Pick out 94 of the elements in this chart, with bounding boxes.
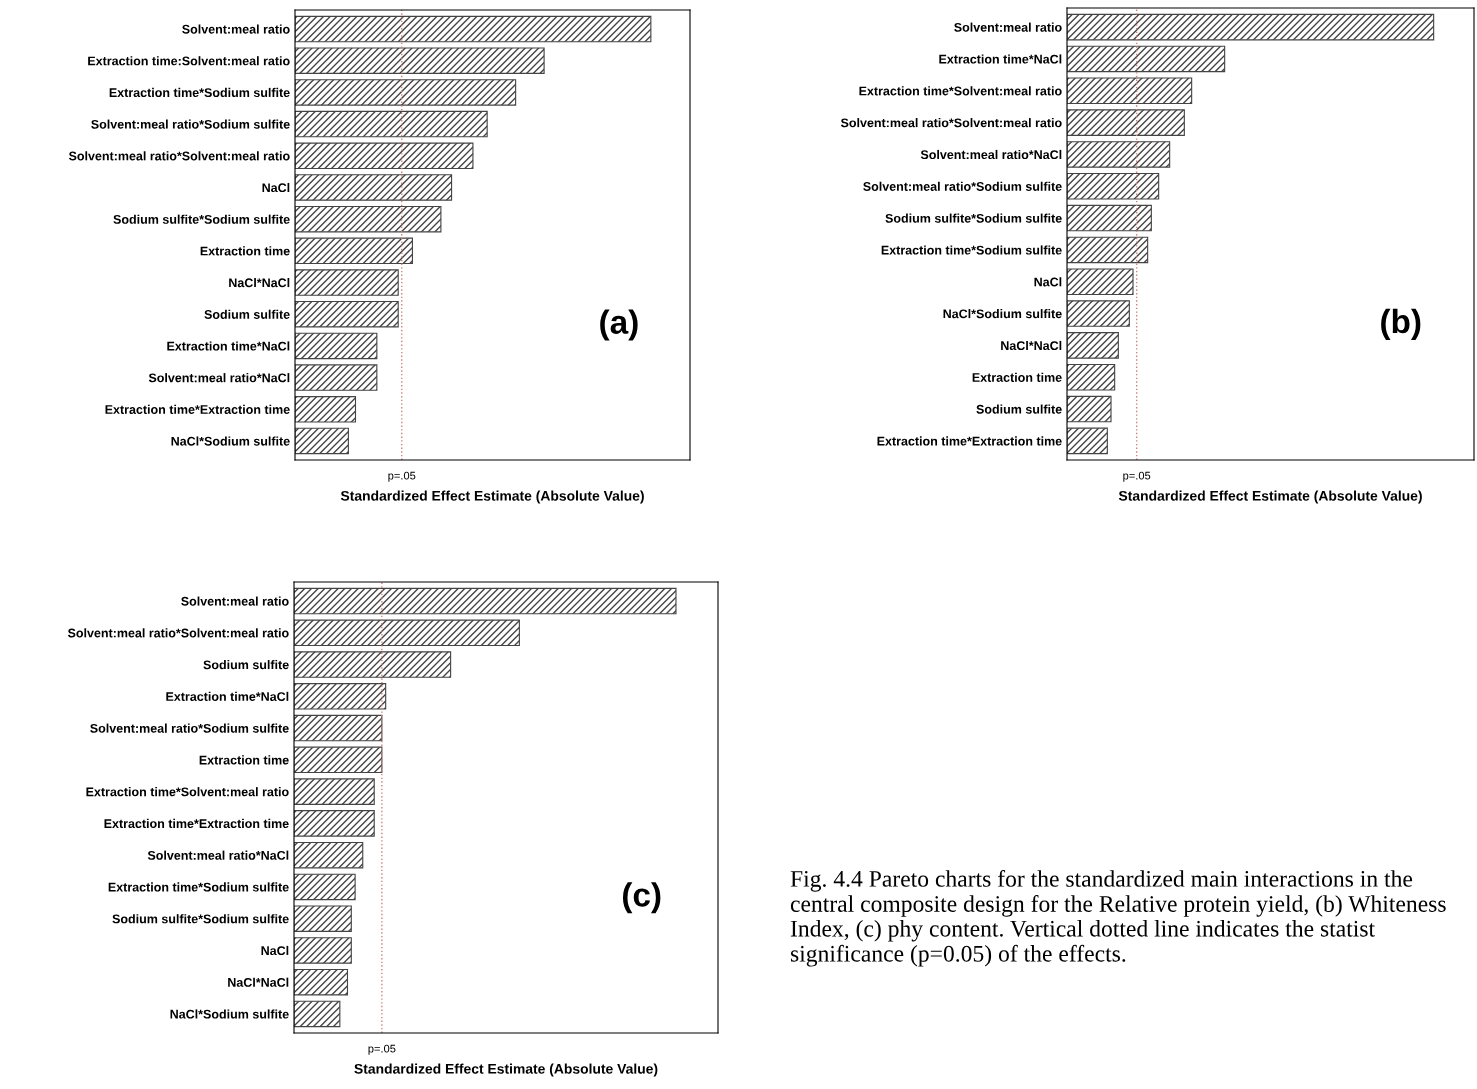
bar [294, 937, 352, 964]
y-tick-label: Sodium sulfite [976, 404, 1062, 414]
caption: Fig. 4.4 Pareto charts for the standardized main interactions in the central composite design for the Relative protein yield, (b) Whiteness Index, (c) phy content. Vertical dotted line indicates the statist significance (p=0.05) of the effects. [790, 870, 1446, 967]
y-tick-label: Extraction time [972, 372, 1062, 382]
y-tick-label: Solvent:meal ratio*Sodium sulfite [91, 119, 290, 129]
bar [295, 332, 378, 360]
bar [295, 427, 349, 455]
bar [1067, 172, 1160, 200]
bar [1067, 109, 1185, 136]
y-tick-label: Extraction time*Sodium sulfite [881, 245, 1062, 255]
y-tick-label: Extraction time*NaCl [166, 691, 289, 701]
y-tick-label: Extraction time*NaCl [939, 54, 1062, 64]
bar [1067, 332, 1119, 359]
bar [294, 746, 383, 774]
y-tick-label: NaCl*NaCl [228, 977, 289, 987]
y-tick-label: NaCl*NaCl [1001, 340, 1062, 351]
y-tick-label: NaCl*Sodium sulfite [171, 436, 290, 446]
bar [294, 841, 364, 869]
bar [1067, 395, 1112, 423]
bar [1067, 13, 1435, 41]
ref-line-label: p=.05 [388, 471, 416, 482]
ref-line-label: p=.05 [368, 1044, 396, 1055]
bar [1067, 300, 1130, 327]
y-tick-label: Sodium sulfite*Sodium sulfite [885, 213, 1062, 223]
y-tick-label: Solvent:meal ratio*NaCl [147, 850, 289, 860]
y-tick-label: NaCl*Sodium sulfite [170, 1009, 289, 1019]
bar [1067, 268, 1134, 296]
bar [1067, 45, 1226, 73]
bar [1067, 77, 1193, 105]
bar [295, 205, 442, 233]
y-tick-label: Extraction time*Solvent:meal ratio [859, 86, 1062, 96]
bar [295, 269, 399, 296]
y-tick-label: NaCl [262, 182, 290, 193]
bar [1067, 204, 1152, 232]
ref-line-label: p=.05 [1123, 471, 1151, 482]
annotation: (a) [600, 309, 638, 341]
annotation: (b) [1381, 308, 1421, 340]
y-tick-label: Extraction time*Extraction time [104, 818, 289, 829]
y-tick-label: Solvent:meal ratio*Sodium sulfite [90, 723, 289, 733]
y-tick-label: NaCl*Sodium sulfite [943, 309, 1062, 319]
y-tick-label: Solvent:meal ratio*NaCl [920, 149, 1062, 160]
y-tick-label: Solvent:meal ratio*Sodium sulfite [863, 181, 1062, 191]
y-tick-label: Extraction time*Extraction time [877, 436, 1062, 446]
y-tick-label: Extraction time:Solvent:meal ratio [88, 56, 290, 66]
bar [295, 142, 474, 170]
y-tick-label: NaCl [1034, 277, 1062, 287]
y-tick-label: NaCl*NaCl [229, 278, 290, 288]
annotation: (c) [622, 882, 661, 914]
y-tick-label: Sodium sulfite*Sodium sulfite [112, 914, 289, 924]
bar [294, 714, 383, 742]
bar [294, 651, 452, 678]
y-tick-label: NaCl [261, 945, 289, 956]
bar [294, 1000, 341, 1028]
bar [295, 15, 652, 43]
y-tick-label: Extraction time*NaCl [167, 341, 290, 351]
y-tick-label: Solvent:meal ratio*Solvent:meal ratio [67, 628, 289, 638]
bar [295, 47, 545, 74]
y-tick-label: Extraction time [200, 246, 290, 256]
bar [295, 300, 399, 328]
y-tick-label: Solvent:meal ratio [181, 596, 289, 606]
bar [294, 968, 349, 996]
y-tick-label: Sodium sulfite [203, 660, 289, 670]
y-tick-label: Sodium sulfite*Sodium sulfite [113, 214, 290, 224]
bar [294, 905, 352, 932]
y-tick-label: Solvent:meal ratio*Solvent:meal ratio [840, 118, 1062, 128]
x-axis-title: Standardized Effect Estimate (Absolute Value) [340, 490, 644, 504]
bar [294, 778, 375, 805]
y-tick-label: Solvent:meal ratio [954, 22, 1062, 32]
bar [295, 110, 488, 138]
y-tick-label: Solvent:meal ratio [182, 24, 290, 34]
bar [294, 619, 520, 647]
y-tick-label: Solvent:meal ratio*NaCl [148, 373, 290, 383]
y-tick-label: Extraction time*Solvent:meal ratio [86, 787, 289, 797]
bar [1067, 236, 1149, 264]
y-tick-label: Solvent:meal ratio*Solvent:meal ratio [68, 151, 290, 161]
x-axis-title: Standardized Effect Estimate (Absolute Value) [1118, 490, 1422, 504]
bar [1067, 427, 1108, 455]
bar [294, 587, 677, 615]
bar [1067, 363, 1116, 391]
y-tick-label: Extraction time*Sodium sulfite [109, 87, 290, 98]
bar [295, 237, 413, 265]
bar [295, 396, 357, 423]
bar [295, 364, 378, 391]
bar [295, 174, 453, 201]
bar [294, 873, 356, 901]
bar [294, 683, 387, 710]
x-axis-title: Standardized Effect Estimate (Absolute Value) [354, 1063, 658, 1077]
bar [295, 79, 517, 106]
y-tick-label: Extraction time [199, 755, 289, 765]
y-tick-label: Extraction time*Sodium sulfite [108, 882, 289, 892]
y-tick-label: Extraction time*Extraction time [105, 404, 290, 414]
bar [294, 810, 375, 837]
y-tick-label: Sodium sulfite [204, 309, 290, 319]
bar [1067, 141, 1171, 168]
